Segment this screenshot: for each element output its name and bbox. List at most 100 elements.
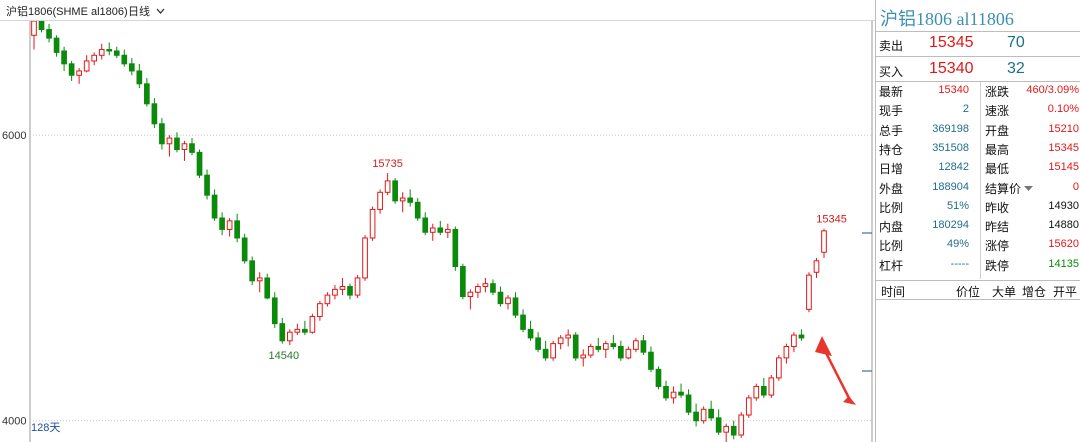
- candle-body: [580, 354, 587, 359]
- candle-body: [61, 50, 67, 65]
- candle-body: [723, 425, 730, 433]
- chevron-down-icon: [156, 8, 165, 14]
- candle: [159, 118, 165, 150]
- candle-body: [31, 20, 37, 36]
- candle: [678, 383, 684, 398]
- candle: [587, 343, 594, 358]
- candle: [776, 355, 782, 381]
- candle-body: [753, 385, 760, 399]
- price-annotation: 15735: [372, 158, 403, 170]
- candle: [271, 292, 278, 328]
- arrow-tail: [843, 396, 856, 405]
- candle: [166, 135, 173, 157]
- candle-body: [196, 151, 203, 176]
- candle: [422, 212, 429, 236]
- quote-value: 180294: [932, 219, 969, 232]
- day-count-label: 128天: [31, 422, 60, 434]
- candle-body: [377, 191, 383, 210]
- y-tick-label: 6000: [2, 130, 26, 142]
- candle-body: [700, 408, 707, 422]
- candle-body: [738, 414, 745, 436]
- candle: [557, 335, 564, 350]
- candle: [204, 169, 210, 200]
- candle-body: [452, 228, 459, 268]
- candle-body: [181, 143, 188, 150]
- candle-body: [399, 197, 406, 202]
- candle: [452, 226, 459, 271]
- candle: [211, 189, 218, 221]
- candle: [317, 300, 323, 321]
- candle-body: [633, 340, 639, 350]
- candle: [226, 218, 233, 237]
- candle: [813, 257, 820, 278]
- column-divider: [980, 82, 981, 279]
- candle: [663, 380, 669, 401]
- candle: [151, 98, 158, 129]
- candle: [91, 52, 98, 66]
- candle: [354, 275, 361, 298]
- candle: [655, 366, 662, 390]
- candle-body: [211, 194, 218, 219]
- candle-body: [535, 337, 541, 350]
- trade-col-openinterest: 增仓: [1022, 285, 1047, 299]
- candle-body: [648, 351, 654, 370]
- candle: [618, 340, 624, 361]
- quote-label: 外盘: [879, 181, 904, 196]
- candle-body: [91, 54, 98, 62]
- candle: [189, 138, 195, 156]
- candle: [708, 400, 714, 421]
- candle-body: [791, 334, 797, 347]
- candle-body: [204, 174, 210, 196]
- candle-body: [174, 137, 180, 150]
- candle-body: [362, 237, 368, 279]
- candlestick-chart: 60004000596015735145401371515345128天: [2, 0, 873, 442]
- candle-body: [159, 123, 165, 145]
- candle-body: [414, 201, 421, 219]
- quote-label: 比例: [879, 239, 904, 254]
- candle: [467, 289, 474, 310]
- dropdown-triangle-icon[interactable]: [1024, 185, 1033, 192]
- candle: [339, 277, 346, 296]
- period-selector[interactable]: 日线: [128, 3, 165, 19]
- candle-body: [219, 217, 225, 230]
- candle: [128, 58, 135, 76]
- candle: [520, 309, 526, 333]
- candle-body: [595, 345, 602, 350]
- candle: [294, 323, 301, 336]
- candle: [670, 386, 677, 404]
- candle: [83, 55, 90, 73]
- quote-value: 2: [962, 103, 969, 116]
- candle: [302, 320, 308, 336]
- sell-qty: 70: [1007, 34, 1025, 51]
- candle-body: [384, 180, 391, 193]
- candle: [181, 140, 188, 161]
- quote-value: -----: [950, 257, 969, 270]
- quote-value: 12842: [938, 161, 969, 174]
- candle: [392, 178, 398, 204]
- candle-body: [587, 345, 594, 356]
- quote-label: 最低: [985, 162, 1010, 177]
- price-annotation: 14540: [269, 350, 300, 362]
- candle: [264, 273, 271, 300]
- candle: [256, 272, 263, 293]
- candle-body: [745, 397, 752, 416]
- candle-body: [618, 345, 624, 359]
- quote-label: 昨结: [985, 220, 1010, 235]
- candle: [490, 279, 496, 296]
- candle: [806, 272, 812, 313]
- candle-body: [663, 385, 669, 399]
- candle: [572, 332, 579, 361]
- candle: [723, 423, 730, 442]
- candle-body: [166, 137, 173, 145]
- candle: [219, 212, 225, 236]
- candle: [760, 377, 767, 398]
- contract-title: 沪铝1806 al11806: [880, 9, 1014, 29]
- candle-body: [83, 60, 90, 72]
- candle: [745, 395, 752, 418]
- candle: [730, 420, 737, 440]
- arrow-head: [815, 336, 832, 356]
- candle-body: [339, 286, 346, 290]
- candle-body: [497, 291, 504, 305]
- candle-body: [572, 334, 579, 359]
- candle-body: [106, 49, 113, 52]
